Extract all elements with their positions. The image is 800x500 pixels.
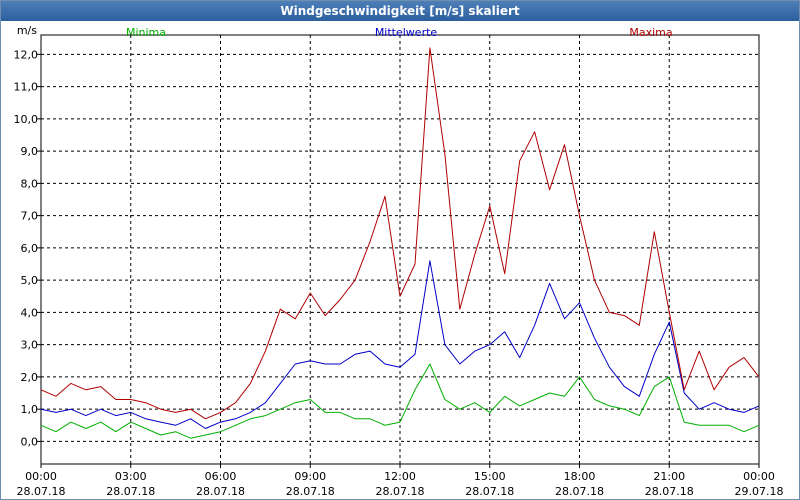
x-tick-date: 28.07.18 — [196, 485, 245, 498]
wind-speed-chart: 0,0 1,0 2,0 3,0 4,0 5,0 6,0 7,0 8,0 9,0 10,0 11,0 12… — [14, 24, 784, 498]
legend-maxima: Maxima — [629, 26, 672, 39]
y-tick-label: 5,0 — [21, 274, 39, 287]
legend-mittelwerte: Mittelwerte — [375, 26, 438, 39]
x-tick-time: 15:00 — [474, 470, 506, 483]
y-tick-label: 6,0 — [21, 242, 39, 255]
x-tick-time: 12:00 — [384, 470, 416, 483]
y-tick-label: 8,0 — [21, 177, 39, 190]
x-tick-time: 18:00 — [564, 470, 596, 483]
series-line-maxima — [40, 47, 760, 420]
x-tick-date: 28.07.18 — [465, 485, 514, 498]
x-tick-time: 00:00 — [743, 470, 775, 483]
y-tick-label: 0,0 — [21, 435, 39, 448]
x-tick-time: 00:00 — [25, 470, 57, 483]
y-tick-label: 7,0 — [21, 210, 39, 223]
series-line-minima — [40, 363, 760, 439]
x-tick-date: 28.07.18 — [645, 485, 694, 498]
y-axis-unit: m/s — [17, 24, 37, 37]
x-tick-date: 28.07.18 — [17, 485, 66, 498]
y-tick-label: 9,0 — [21, 145, 39, 158]
y-tick-label: 4,0 — [21, 306, 39, 319]
x-tick-date: 28.07.18 — [286, 485, 335, 498]
x-tick-date: 28.07.18 — [376, 485, 425, 498]
y-tick-label: 12,0 — [14, 48, 39, 61]
x-tick-date: 28.07.18 — [106, 485, 155, 498]
x-tick-date: 29.07.18 — [735, 485, 784, 498]
x-tick-time: 21:00 — [653, 470, 685, 483]
series-line-mittelwerte — [40, 260, 760, 429]
y-tick-label: 2,0 — [21, 371, 39, 384]
x-tick-time: 06:00 — [205, 470, 237, 483]
x-tick-time: 03:00 — [115, 470, 147, 483]
y-tick-label: 11,0 — [14, 81, 39, 94]
y-tick-label: 3,0 — [21, 339, 39, 352]
x-tick-date: 28.07.18 — [555, 485, 604, 498]
y-tick-label: 10,0 — [14, 113, 39, 126]
legend-minima: Minima — [126, 26, 166, 39]
chart-title: Windgeschwindigkeit [m/s] skaliert — [1, 1, 799, 21]
x-tick-time: 09:00 — [294, 470, 326, 483]
y-tick-label: 1,0 — [21, 403, 39, 416]
